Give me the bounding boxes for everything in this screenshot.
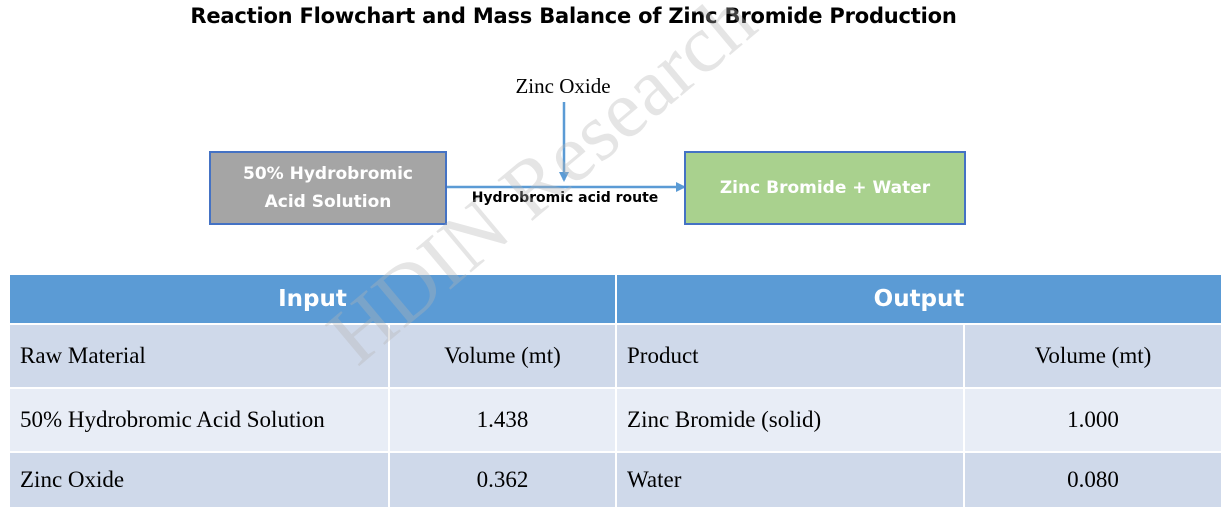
mass-balance-table: Input Output Raw Material Volume (mt) Pr… [7,273,1224,509]
input-header: Input [7,273,618,325]
cell-output-volume: 0.080 [963,451,1224,509]
col-raw-material: Raw Material [8,323,390,389]
cell-input-volume: 0.362 [387,451,618,509]
table-row: Zinc Oxide 0.362 Water 0.080 [8,451,1224,509]
reagent-label: Zinc Oxide [515,74,611,98]
route-label: Hydrobromic acid route [471,190,659,206]
table-header-row: Input Output [7,273,1224,325]
table-column-header-row: Raw Material Volume (mt) Product Volume … [8,323,1224,389]
flow-arrows [447,102,686,192]
col-product: Product [615,323,966,389]
cell-product: Zinc Bromide (solid) [615,387,966,453]
cell-raw-material: 50% Hydrobromic Acid Solution [8,387,390,453]
table-row: 50% Hydrobromic Acid Solution 1.438 Zinc… [8,387,1224,453]
cell-input-volume: 1.438 [387,387,618,453]
output-box: Zinc Bromide + Water [684,151,966,225]
output-header: Output [615,273,1224,325]
input-box-label: 50% Hydrobromic Acid Solution [243,164,413,212]
cell-product: Water [615,451,966,509]
cell-output-volume: 1.000 [963,387,1224,453]
page-title: Reaction Flowchart and Mass Balance of Z… [190,4,957,28]
col-output-volume: Volume (mt) [963,323,1224,389]
output-box-label: Zinc Bromide + Water [719,178,931,198]
input-box: 50% Hydrobromic Acid Solution [209,151,447,225]
cell-raw-material: Zinc Oxide [8,451,390,509]
col-input-volume: Volume (mt) [387,323,618,389]
